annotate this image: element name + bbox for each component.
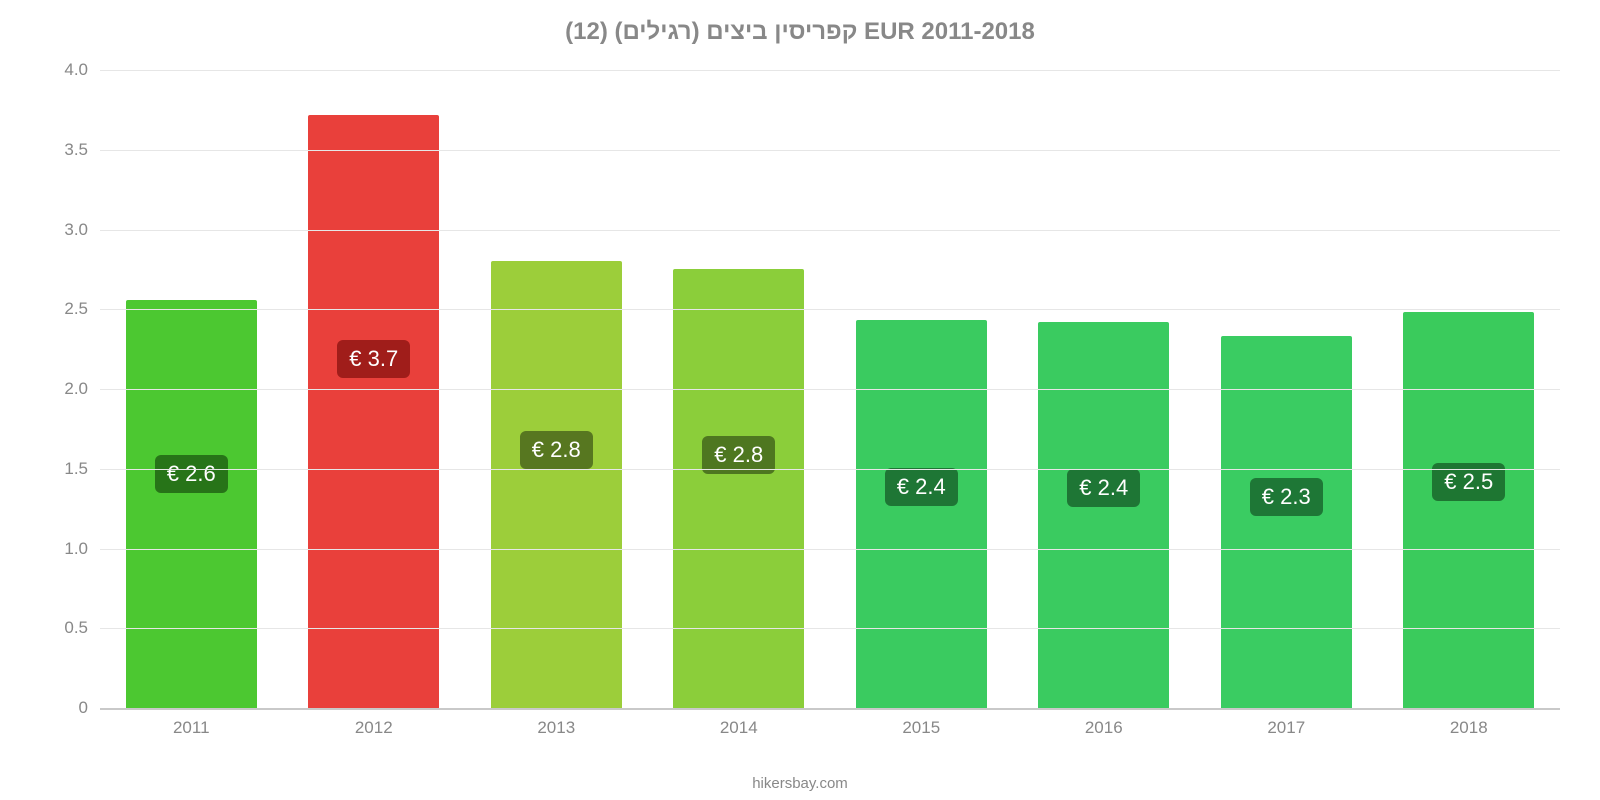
gridline xyxy=(100,628,1560,629)
ytick-label: 4.0 xyxy=(64,60,88,80)
bar: € 2.5 xyxy=(1403,312,1534,708)
xtick-label: 2018 xyxy=(1378,710,1561,740)
bar: € 2.8 xyxy=(491,261,622,708)
value-badge: € 3.7 xyxy=(337,340,410,378)
bar: € 2.6 xyxy=(126,300,257,708)
bar: € 2.3 xyxy=(1221,336,1352,708)
gridline xyxy=(100,549,1560,550)
gridline xyxy=(100,469,1560,470)
xtick-label: 2017 xyxy=(1195,710,1378,740)
gridline xyxy=(100,150,1560,151)
xtick-label: 2013 xyxy=(465,710,648,740)
ytick-label: 1.5 xyxy=(64,459,88,479)
attribution: hikersbay.com xyxy=(0,775,1600,792)
ytick-label: 3.0 xyxy=(64,220,88,240)
bar: € 2.4 xyxy=(856,320,987,708)
xtick-label: 2016 xyxy=(1013,710,1196,740)
ytick-label: 1.0 xyxy=(64,539,88,559)
bar: € 2.4 xyxy=(1038,322,1169,708)
x-axis: 20112012201320142015201620172018 xyxy=(100,710,1560,740)
ytick-label: 0 xyxy=(79,698,88,718)
bar: € 3.7 xyxy=(308,115,439,708)
ytick-label: 0.5 xyxy=(64,618,88,638)
gridline xyxy=(100,309,1560,310)
value-badge: € 2.6 xyxy=(155,455,228,493)
xtick-label: 2011 xyxy=(100,710,283,740)
xtick-label: 2015 xyxy=(830,710,1013,740)
gridline xyxy=(100,230,1560,231)
value-badge: € 2.4 xyxy=(1067,469,1140,507)
chart-title: קפריסין ביצים (רגילים) (12) EUR 2011-201… xyxy=(0,0,1600,46)
gridline xyxy=(100,70,1560,71)
ytick-label: 3.5 xyxy=(64,140,88,160)
xtick-label: 2014 xyxy=(648,710,831,740)
value-badge: € 2.3 xyxy=(1250,478,1323,516)
ytick-label: 2.0 xyxy=(64,379,88,399)
plot-region: € 2.6 € 3.7 € 2.8 € 2.8 € 2.4 € 2.4 € 2.3 € 2.5… xyxy=(100,70,1560,710)
xtick-label: 2012 xyxy=(283,710,466,740)
ytick-label: 2.5 xyxy=(64,299,88,319)
bar: € 2.8 xyxy=(673,269,804,708)
value-badge: € 2.4 xyxy=(885,468,958,506)
gridline xyxy=(100,389,1560,390)
value-badge: € 2.8 xyxy=(520,431,593,469)
chart-area: € 2.6 € 3.7 € 2.8 € 2.8 € 2.4 € 2.4 € 2.3 € 2.5… xyxy=(60,70,1570,740)
